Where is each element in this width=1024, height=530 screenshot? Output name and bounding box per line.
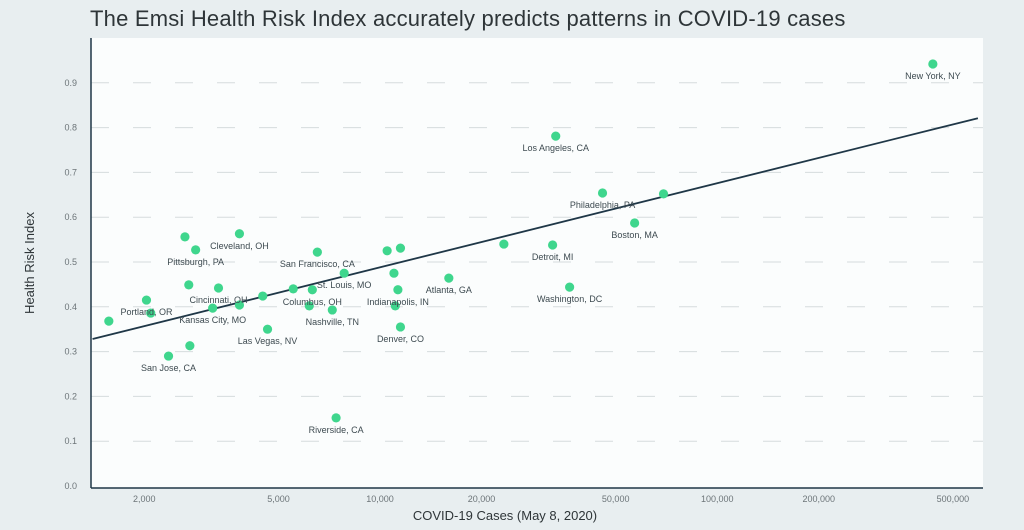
point-label: Pittsburgh, PA [167, 257, 224, 267]
data-point [658, 189, 669, 199]
point-label: Los Angeles, CA [522, 143, 589, 153]
point-label: Nashville, TN [306, 317, 359, 327]
data-point [382, 246, 392, 256]
data-point [928, 59, 938, 69]
x-tick-label: 20,000 [468, 494, 496, 504]
y-tick-label: 0.4 [64, 302, 77, 312]
data-point [312, 247, 322, 257]
point-label: Washington, DC [537, 294, 603, 304]
data-point [141, 295, 152, 305]
point-label: Riverside, CA [309, 425, 364, 435]
point-label: Portland, OR [120, 307, 173, 317]
point-label: Columbus, OH [283, 297, 342, 307]
point-label: Philadelphia, PA [570, 200, 635, 210]
y-tick-label: 0.8 [64, 123, 77, 133]
data-point [327, 305, 337, 315]
point-labels: Portland, OR San Jose, CA Pittsburgh, PA Cl… [120, 71, 960, 435]
y-axis-ticks: 0.0 0.1 0.2 0.3 0.4 0.5 0.6 0.7 0.8 0.9 [64, 78, 77, 491]
data-point [258, 291, 268, 301]
point-label: San Jose, CA [141, 363, 196, 373]
point-label: Kansas City, MO [179, 315, 246, 325]
y-tick-label: 0.3 [64, 347, 77, 357]
point-label: St. Louis, MO [317, 280, 372, 290]
data-point [444, 273, 454, 283]
data-point [180, 232, 190, 242]
data-point [499, 239, 509, 249]
y-tick-label: 0.6 [64, 212, 77, 222]
x-axis-label: COVID-19 Cases (May 8, 2020) [413, 508, 597, 523]
data-point [597, 188, 608, 198]
point-label: Cleveland, OH [210, 241, 269, 251]
y-tick-label: 0.2 [64, 391, 77, 401]
data-point [551, 131, 561, 141]
data-point [630, 218, 640, 228]
y-tick-label: 0.0 [64, 481, 77, 491]
data-point [262, 324, 273, 334]
point-label: Atlanta, GA [426, 285, 472, 295]
data-point [234, 229, 245, 239]
data-point [146, 308, 156, 318]
data-point [390, 301, 400, 311]
data-point [389, 268, 399, 278]
data-point [234, 300, 245, 310]
x-tick-label: 500,000 [937, 494, 970, 504]
data-point [184, 280, 194, 290]
data-point [304, 301, 314, 311]
y-tick-label: 0.5 [64, 257, 77, 267]
chart-title: The Emsi Health Risk Index accurately pr… [90, 6, 846, 31]
point-label: San Francisco, CA [280, 259, 355, 269]
point-label: Denver, CO [377, 334, 424, 344]
y-tick-label: 0.1 [64, 436, 77, 446]
point-label: Boston, MA [611, 230, 658, 240]
data-point [191, 245, 201, 255]
point-label: Detroit, MI [532, 252, 574, 262]
data-point [339, 268, 349, 278]
data-point [307, 285, 317, 295]
data-point [208, 303, 218, 313]
x-tick-label: 10,000 [366, 494, 394, 504]
point-label: New York, NY [905, 71, 961, 81]
data-point [163, 351, 174, 361]
plot-area [91, 38, 983, 488]
data-point [288, 284, 298, 294]
y-axis-label: Health Risk Index [22, 212, 37, 314]
x-tick-label: 5,000 [267, 494, 290, 504]
x-tick-label: 100,000 [701, 494, 734, 504]
y-tick-label: 0.7 [64, 167, 77, 177]
x-tick-label: 2,000 [133, 494, 156, 504]
data-point [565, 282, 575, 292]
x-tick-label: 200,000 [802, 494, 835, 504]
data-point [395, 243, 406, 253]
x-tick-label: 50,000 [602, 494, 630, 504]
point-label: Indianapolis, IN [367, 297, 429, 307]
data-point [213, 283, 224, 293]
x-axis-ticks: 2,000 5,000 10,000 20,000 50,000 100,000 200,0… [133, 494, 969, 504]
data-point [185, 341, 195, 351]
data-point [548, 240, 558, 250]
data-points [104, 59, 938, 423]
point-label: Las Vegas, NV [238, 336, 298, 346]
y-tick-label: 0.9 [64, 78, 77, 88]
data-point [393, 285, 403, 295]
point-label: Cincinnati, OH [189, 295, 247, 305]
data-point [104, 316, 114, 326]
data-point [331, 413, 341, 423]
data-point [395, 322, 406, 332]
